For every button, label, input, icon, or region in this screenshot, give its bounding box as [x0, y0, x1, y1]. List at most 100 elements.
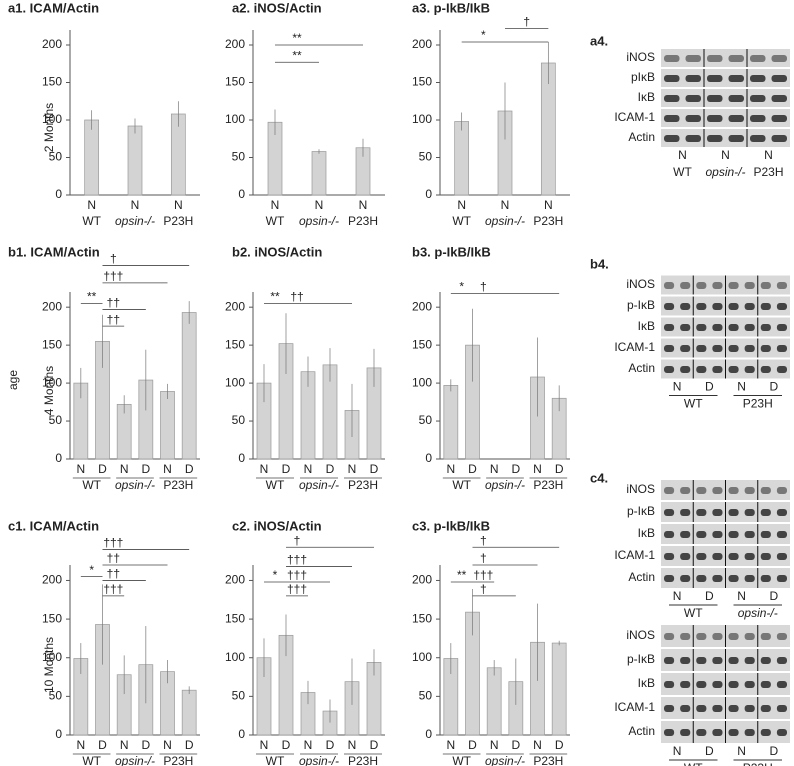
group-label: WT — [684, 761, 703, 766]
y-tick-label: 200 — [225, 573, 245, 587]
x-tick-label: N — [315, 198, 324, 212]
blot-band — [680, 487, 691, 494]
x-tick-label: N — [348, 462, 357, 476]
blot-row-label: IκB — [638, 319, 655, 333]
blot-band — [728, 657, 739, 664]
blot-row-label: iNOS — [626, 628, 655, 642]
blot-band — [760, 303, 771, 310]
bar — [443, 385, 459, 460]
blot-band — [680, 729, 691, 736]
x-tick-label: N — [457, 198, 466, 212]
blot-band — [680, 657, 691, 664]
blot-band — [744, 705, 755, 712]
blot-row-label: IκB — [638, 90, 655, 104]
lane-label: D — [705, 744, 714, 758]
group-label: WT — [684, 606, 703, 620]
blot-band — [664, 575, 675, 582]
x-tick-label: N — [76, 738, 85, 752]
y-tick-label: 150 — [42, 337, 62, 351]
blot-band — [771, 75, 787, 82]
y-tick-label: 150 — [225, 75, 245, 89]
group-label: P23H — [163, 214, 193, 228]
significance-label: ††† — [103, 269, 123, 283]
group-label: opsin-/- — [485, 754, 525, 766]
blot-band — [728, 705, 739, 712]
blot-band — [664, 75, 680, 82]
x-tick-label: D — [511, 462, 520, 476]
y-tick-label: 200 — [225, 299, 245, 313]
significance-label: † — [523, 15, 530, 29]
x-tick-label: N — [446, 738, 455, 752]
blot-strip — [661, 129, 790, 147]
blot-band — [776, 282, 787, 289]
blot-band — [776, 729, 787, 736]
blot-row-label: IκB — [638, 676, 655, 690]
blot-label: a4. — [590, 33, 608, 48]
y-tick-label: 0 — [425, 727, 432, 741]
blot-band — [680, 531, 691, 538]
blot-row-label: Actin — [628, 724, 655, 738]
significance-label: †† — [107, 551, 120, 565]
x-tick-label: D — [370, 462, 379, 476]
y-tick-label: 100 — [412, 650, 432, 664]
blot-band — [680, 681, 691, 688]
blot-band — [760, 531, 771, 538]
x-tick-label: N — [120, 462, 129, 476]
blot-band — [707, 135, 723, 142]
group-label: WT — [266, 478, 285, 492]
x-tick-label: D — [185, 462, 194, 476]
y-tick-label: 0 — [55, 451, 62, 465]
x-tick-label: D — [185, 738, 194, 752]
y-tick-label: 200 — [412, 299, 432, 313]
blot-band — [685, 75, 701, 82]
group-label: P23H — [753, 165, 783, 179]
x-tick-label: D — [141, 462, 150, 476]
bar — [84, 119, 100, 196]
chart-title: c1. ICAM/Actin — [8, 518, 99, 533]
blot-band — [664, 487, 675, 494]
bar — [160, 391, 175, 460]
blot-band — [680, 366, 691, 373]
blot-band — [680, 345, 691, 352]
group-label: opsin-/- — [485, 214, 525, 228]
blot-band — [664, 95, 680, 102]
y-tick-label: 50 — [232, 413, 246, 427]
significance-label: * — [273, 568, 278, 582]
blot-band — [685, 95, 701, 102]
x-tick-label: N — [163, 462, 172, 476]
x-tick-label: D — [468, 738, 477, 752]
blot-band — [760, 657, 771, 664]
chart-title: c3. p-IkB/IkB — [412, 518, 490, 533]
y-tick-label: 0 — [425, 187, 432, 201]
x-tick-label: N — [304, 462, 313, 476]
bar — [454, 121, 470, 196]
y-tick-label: 150 — [225, 337, 245, 351]
chart-title: b3. p-IkB/IkB — [412, 244, 491, 259]
group-label: opsin-/- — [299, 214, 339, 228]
blot-band — [712, 681, 723, 688]
blot-band — [744, 657, 755, 664]
blot-band — [771, 55, 787, 62]
lane-label: N — [673, 380, 682, 394]
blot-band — [712, 633, 723, 640]
blot-band — [728, 509, 739, 516]
x-tick-label: D — [141, 738, 150, 752]
blot-band — [664, 324, 675, 331]
group-label: opsin-/- — [705, 165, 745, 179]
significance-label: ** — [457, 568, 467, 582]
group-label: WT — [266, 214, 285, 228]
significance-label: ††† — [287, 553, 307, 567]
x-tick-label: D — [282, 738, 291, 752]
blot-band — [760, 509, 771, 516]
blot-label: c4. — [590, 470, 608, 485]
blot-band — [760, 553, 771, 560]
blot-band — [712, 657, 723, 664]
blot-band — [685, 115, 701, 122]
blot-band — [771, 95, 787, 102]
y-tick-label: 100 — [42, 650, 62, 664]
y-tick-label: 150 — [412, 337, 432, 351]
group-label: P23H — [743, 761, 773, 766]
blot-band — [776, 575, 787, 582]
bar — [127, 125, 143, 196]
blot-band — [664, 531, 675, 538]
